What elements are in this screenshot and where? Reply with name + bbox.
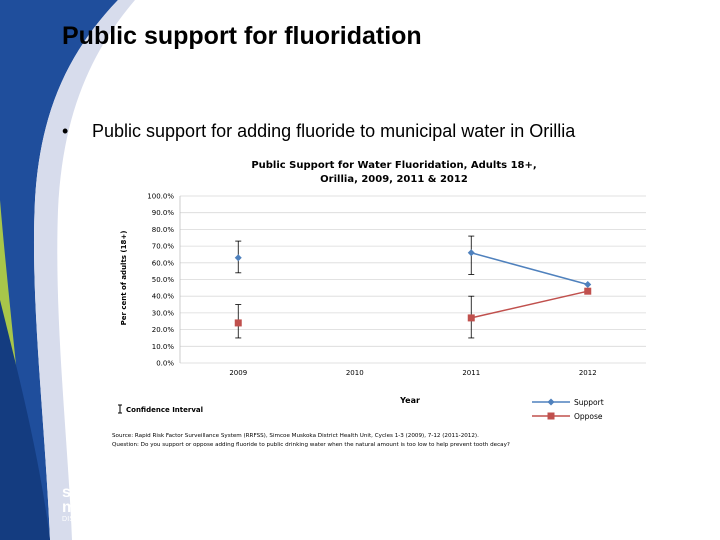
bullet-dot: • [62, 121, 69, 141]
logo-wordmark: simcoe muskoka DISTRICT HEALTH UNIT [62, 485, 145, 525]
y-tick-label: 70.0% [152, 243, 175, 251]
series-layer [234, 235, 592, 339]
chart-title-line2: Orillia, 2009, 2011 & 2012 [320, 174, 468, 185]
bullet-text: Public support for adding fluoride to mu… [92, 121, 576, 141]
x-tick-labels: 2009 2010 2011 2012 [229, 369, 596, 377]
swoosh-light-band [33, 0, 135, 540]
series-legend: Support Oppose [532, 398, 604, 421]
chart-title-line1: Public Support for Water Fluoridation, A… [251, 160, 536, 171]
oppose-point [584, 287, 592, 295]
x-tick-label: 2010 [346, 369, 364, 377]
legend-label-support: Support [574, 398, 604, 407]
y-tick-label: 100.0% [147, 193, 174, 201]
logo-figure-body [70, 499, 98, 528]
y-tick-label: 30.0% [152, 309, 175, 317]
y-tick-labels: 0.0% 10.0% 20.0% 30.0% 40.0% 50.0% 60.0% 70.0% 8… [147, 193, 174, 368]
bullet-item: • Public support for adding fluoride to m… [62, 121, 575, 142]
y-tick-label: 40.0% [152, 293, 175, 301]
oppose-point [234, 319, 242, 327]
support-point [467, 249, 475, 257]
series-line-oppose [471, 290, 588, 319]
fluoridation-chart: Public Support for Water Fluoridation, A… [112, 160, 646, 448]
swoosh-blue-band [0, 0, 118, 540]
source-note: Source: Rapid Risk Factor Surveillance S… [112, 433, 479, 439]
y-tick-label: 50.0% [152, 276, 175, 284]
logo-line-3: DISTRICT HEALTH UNIT [62, 516, 146, 523]
logo-figure-head [79, 488, 89, 498]
y-tick-label: 20.0% [152, 326, 175, 334]
support-point [234, 254, 242, 262]
confidence-legend: Confidence Interval [118, 404, 203, 414]
chart-panel: Public Support for Water Fluoridation, A… [106, 154, 648, 452]
y-tick-label: 60.0% [152, 259, 175, 267]
grid-layer [179, 195, 646, 364]
legend-marker-support [547, 398, 555, 406]
logo-mark [70, 488, 98, 528]
x-tick-label: 2012 [579, 369, 597, 377]
legend-marker-oppose [547, 412, 555, 420]
x-axis-label: Year [399, 396, 420, 405]
y-tick-label: 10.0% [152, 343, 175, 351]
x-tick-label: 2011 [462, 369, 480, 377]
swoosh-dark-overlay [0, 300, 50, 540]
y-tick-label: 80.0% [152, 226, 175, 234]
confidence-legend-label: Confidence Interval [126, 406, 203, 414]
question-note: Question: Do you support or oppose addin… [112, 442, 510, 448]
x-tick-label: 2009 [229, 369, 247, 377]
legend-label-oppose: Oppose [574, 412, 603, 421]
logo-line-2: muskoka [62, 499, 132, 516]
y-axis-label: Per cent of adults (18+) [120, 231, 128, 326]
y-tick-label: 0.0% [156, 360, 174, 368]
slide-title: Public support for fluoridation [62, 22, 422, 50]
oppose-point [467, 314, 475, 322]
support-point [584, 281, 592, 289]
series-line-support [471, 252, 588, 286]
logo-line-1: simcoe [62, 484, 118, 501]
y-tick-label: 90.0% [152, 209, 175, 217]
